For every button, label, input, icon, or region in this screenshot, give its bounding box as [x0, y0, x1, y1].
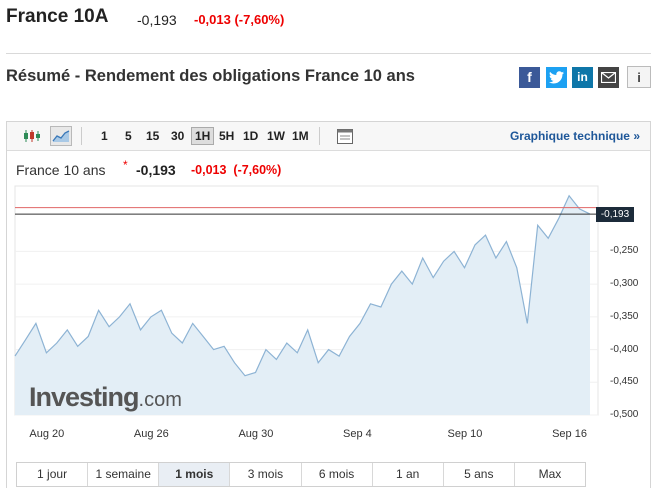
y-tick-label: -0,300	[610, 278, 639, 290]
chart-settings-button[interactable]	[334, 126, 356, 146]
technical-chart-link[interactable]: Graphique technique »	[509, 129, 640, 143]
chart-toolbar: 1 5 15 30 1H 5H 1D 1W 1M Graphique techn…	[7, 122, 650, 151]
area-chart-button[interactable]	[50, 126, 72, 146]
range-selector: 1 jour 1 semaine 1 mois 3 mois 6 mois 1 an 5 a…	[16, 462, 586, 487]
investing-logo-text: Investing	[29, 382, 140, 412]
series-area	[15, 195, 590, 415]
chart-legend-change-pct: (-7,60%)	[233, 163, 282, 177]
timeframe-5[interactable]: 5	[125, 129, 132, 143]
timeframe-1d[interactable]: 1D	[243, 129, 259, 143]
x-tick-label: Aug 20	[29, 428, 65, 440]
x-tick-label: Sep 4	[343, 428, 372, 440]
timeframe-5h[interactable]: 5H	[219, 129, 235, 143]
y-tick-label: -0,350	[610, 310, 639, 322]
range-5-ans[interactable]: 5 ans	[443, 463, 515, 486]
page-title: Résumé - Rendement des obligations Franc…	[6, 67, 415, 85]
y-tick-label: -0,250	[610, 245, 639, 257]
linkedin-icon: in	[572, 66, 593, 88]
timeframe-1[interactable]: 1	[101, 129, 108, 143]
timeframe-1m[interactable]: 1M	[292, 129, 309, 143]
range-6-mois[interactable]: 6 mois	[301, 463, 373, 486]
window-icon	[337, 128, 353, 144]
current-price-tag: -0,193	[596, 207, 634, 223]
chart-widget: 1 5 15 30 1H 5H 1D 1W 1M Graphique techn…	[6, 121, 651, 488]
range-1-jour[interactable]: 1 jour	[17, 463, 89, 486]
instrument-change: -0,013 (-7,60%)	[194, 12, 285, 27]
candlestick-chart-button[interactable]	[21, 126, 43, 146]
price-chart[interactable]	[7, 122, 650, 462]
x-tick-label: Sep 10	[447, 428, 483, 440]
range-Max[interactable]: Max	[514, 463, 585, 486]
timeframe-1h[interactable]: 1H	[191, 127, 215, 145]
range-1-semaine[interactable]: 1 semaine	[88, 463, 160, 486]
facebook-icon: f	[519, 66, 540, 88]
chart-legend-last: -0,193	[136, 162, 176, 178]
timeframe-15[interactable]: 15	[146, 129, 160, 143]
facebook-share-button[interactable]: f	[519, 66, 540, 88]
twitter-share-button[interactable]	[546, 66, 567, 88]
toolbar-divider	[81, 127, 82, 145]
chart-legend-name: France 10 ans	[16, 162, 106, 178]
candlestick-icon	[24, 130, 40, 142]
range-1-an[interactable]: 1 an	[372, 463, 444, 486]
info-icon: i	[637, 69, 641, 85]
email-share-button[interactable]	[598, 66, 619, 88]
instrument-name: France 10A	[6, 6, 109, 27]
chart-legend-change: -0,013 (-7,60%)	[191, 163, 281, 177]
range-3-mois[interactable]: 3 mois	[230, 463, 302, 486]
timeframe-1w[interactable]: 1W	[267, 129, 285, 143]
timeframe-30[interactable]: 30	[171, 129, 185, 143]
instrument-header: France 10A -0,193 -0,013 (-7,60%)	[6, 4, 651, 54]
chart-legend-change-value: -0,013	[191, 163, 227, 177]
email-icon	[598, 66, 619, 88]
y-tick-label: -0,400	[610, 343, 639, 355]
delayed-data-marker: *	[123, 158, 128, 172]
toolbar-divider	[319, 127, 320, 145]
x-tick-label: Aug 30	[238, 428, 274, 440]
info-button[interactable]: i	[627, 66, 651, 88]
instrument-last-price: -0,193	[137, 12, 177, 28]
x-tick-label: Aug 26	[133, 428, 169, 440]
y-tick-label: -0,500	[610, 409, 639, 420]
investing-logo-suffix: .com	[138, 389, 182, 411]
investing-logo: Investing.com	[29, 382, 182, 413]
y-tick-label: -0,450	[610, 376, 639, 388]
twitter-icon	[546, 66, 567, 88]
x-tick-label: Sep 16	[552, 428, 587, 440]
range-1-mois[interactable]: 1 mois	[159, 463, 231, 486]
linkedin-share-button[interactable]: in	[572, 66, 593, 88]
area-chart-icon	[52, 130, 70, 142]
series-line	[14, 194, 591, 377]
